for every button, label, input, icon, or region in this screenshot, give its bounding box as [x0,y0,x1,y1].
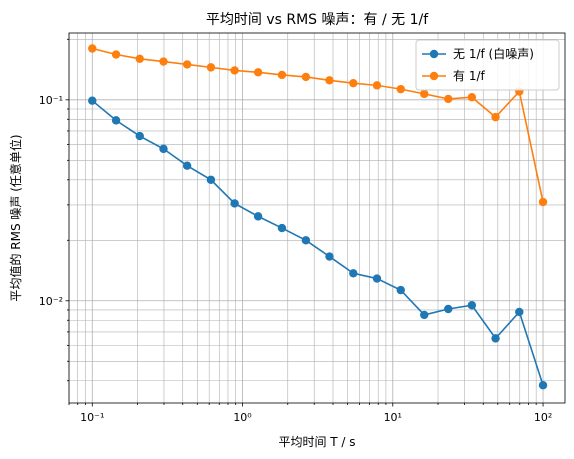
data-point [88,44,97,53]
y-tick-labels: 10⁻² 10⁻¹ [39,94,63,308]
data-point [277,70,287,80]
data-point [182,60,192,69]
data-point [253,212,263,221]
x-axis-label: 平均时间 T / s [278,435,355,449]
data-point [111,116,121,125]
data-point [491,334,500,343]
series-0 [88,96,548,390]
x-tick-label: 10⁻¹ [80,411,104,424]
x-tick-label: 10² [534,411,552,424]
data-point [230,66,239,75]
data-point [230,199,239,208]
data-point [277,223,287,233]
legend-marker-1f [429,71,439,81]
data-point [372,81,382,90]
axis-ticks [65,38,544,407]
data-point [111,50,121,59]
data-point [467,93,477,102]
data-point [538,197,548,207]
data-point [444,304,453,314]
data-point [301,72,311,82]
data-point [325,76,334,85]
data-point [159,144,168,154]
legend: 无 1/f (白噪声) 有 1/f [415,39,560,91]
series-layer [88,44,548,390]
y-tick-label: 10⁻¹ [39,94,63,107]
data-point [420,89,429,99]
data-point [349,269,358,278]
legend-marker-white-noise [429,49,439,59]
data-point [135,131,144,141]
data-point [515,307,524,317]
data-point [135,54,144,63]
data-point [159,57,168,66]
legend-box [415,39,560,91]
x-tick-labels: 10⁻¹ 10⁰ 10¹ 10² [80,411,552,424]
data-point [372,274,382,283]
data-point [206,175,216,184]
data-point [491,112,500,122]
data-point [325,252,334,261]
plot-frame [68,32,566,404]
y-tick-label: 10⁻² [39,295,63,308]
y-axis-label: 平均值的 RMS 噪声 (任意单位) [8,134,23,301]
data-point [182,161,192,170]
x-tick-label: 10⁰ [233,411,252,424]
data-point [88,96,97,105]
legend-item-white-noise: 无 1/f (白噪声) [422,46,534,61]
data-point [444,94,453,104]
data-point [538,381,548,390]
data-point [253,68,263,77]
series-1 [88,44,548,207]
legend-item-1f: 有 1/f [422,69,485,83]
data-point [420,310,429,320]
data-point [396,285,405,295]
legend-label-white-noise: 无 1/f (白噪声) [453,46,534,61]
legend-label-1f: 有 1/f [453,69,485,83]
data-point [349,78,358,88]
data-point [206,63,216,72]
data-point [467,301,477,310]
data-point [301,236,311,245]
chart-title: 平均时间 vs RMS 噪声：有 / 无 1/f [206,12,429,28]
x-tick-label: 10¹ [384,411,402,424]
data-point [396,84,405,94]
